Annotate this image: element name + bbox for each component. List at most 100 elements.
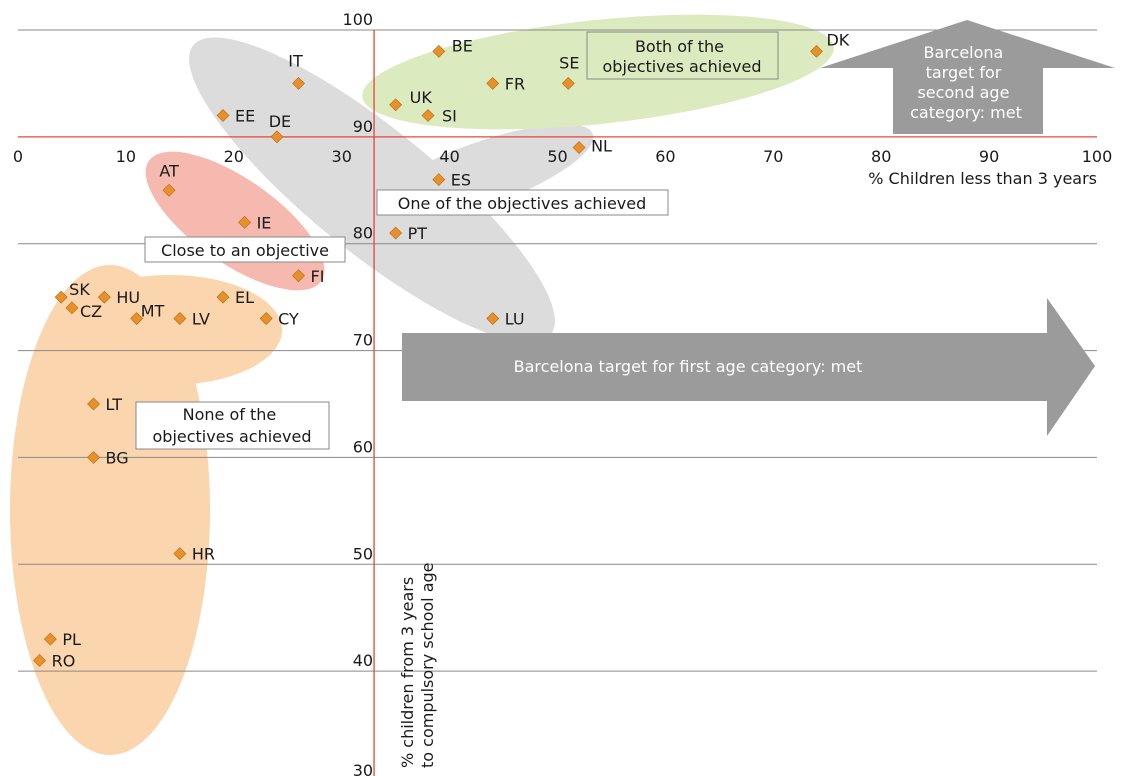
x-tick-60: 60 [655, 147, 675, 166]
point-nl [572, 141, 586, 154]
point-it [292, 77, 305, 90]
point-label-el: EL [235, 288, 254, 307]
box-none [135, 401, 330, 450]
point-label-lu: LU [505, 310, 525, 329]
point-ie [238, 215, 252, 229]
point-pl [43, 632, 57, 646]
x-tick-70: 70 [763, 147, 783, 166]
arrow-second-line-1: Barcelona [924, 43, 1004, 62]
point-cy [259, 312, 273, 325]
label-one: One of the objectives achieved [398, 194, 647, 213]
x-axis-title: % Children less than 3 years [868, 169, 1097, 188]
point-de [270, 130, 284, 144]
point-lt [87, 397, 100, 411]
point-lv [173, 312, 187, 325]
y-tick-50: 50 [353, 544, 373, 563]
point-label-sk: SK [69, 280, 90, 299]
x-tick-10: 10 [116, 147, 136, 166]
point-label-ie: IE [257, 213, 272, 232]
point-label-bg: BG [106, 448, 129, 467]
group-none-shape [10, 265, 210, 755]
arrow-second-line-3: second age [917, 83, 1009, 102]
y-tick-40: 40 [353, 651, 373, 670]
point-hr [173, 547, 187, 561]
point-ro [33, 654, 47, 667]
annotation-boxes: Both of the objectives achieved One of t… [135, 31, 779, 450]
arrow-second-age [820, 20, 1115, 134]
point-mt [130, 312, 144, 325]
label-none: None of the objectives achieved [153, 405, 312, 446]
point-es [432, 173, 446, 187]
y-tick-80: 80 [353, 224, 373, 243]
point-label-lt: LT [106, 395, 123, 414]
y-axis-title-line-1: % children from 3 years [398, 577, 417, 768]
box-one [376, 189, 669, 216]
point-label-pt: PT [408, 224, 428, 243]
x-tick-80: 80 [871, 147, 891, 166]
group-shapes [10, 14, 834, 755]
gridlines [18, 29, 1097, 672]
arrow-first-age [402, 298, 1095, 436]
y-tick-30: 30 [353, 761, 373, 776]
label-both: Both of the objectives achieved [603, 37, 762, 76]
point-ee [216, 109, 230, 122]
x-tick-40: 40 [439, 147, 459, 166]
point-si [421, 109, 435, 122]
x-tick-0: 0 [13, 147, 23, 166]
point-label-si: SI [442, 106, 457, 125]
x-tick-90: 90 [979, 147, 999, 166]
point-label-es: ES [451, 171, 471, 190]
x-tick-labels: 0 10 20 30 40 50 60 70 80 90 100 [13, 147, 1112, 166]
point-label-uk: UK [410, 88, 433, 107]
y-tick-70: 70 [353, 331, 373, 350]
svg-text:% children from 3 yearsto comp: % children from 3 yearsto compulsory sch… [398, 562, 437, 768]
point-label-nl: NL [591, 137, 612, 156]
point-uk [389, 98, 403, 112]
x-tick-100: 100 [1082, 147, 1113, 166]
box-both [586, 31, 779, 80]
label-close: Close to an objective [161, 241, 329, 260]
group-both-shape [362, 14, 834, 130]
point-label-cz: CZ [80, 302, 102, 321]
point-dk [810, 44, 823, 58]
label-none-line-1: None of the [183, 405, 277, 424]
point-label-be: BE [452, 36, 473, 55]
group-none-shape-upper [58, 275, 282, 385]
arrow-second-line-2: target for [926, 63, 1002, 82]
point-label-de: DE [269, 112, 291, 131]
point-pt [389, 226, 403, 240]
y-axis-title-line-2: to compulsory school age [418, 562, 437, 768]
point-hu [97, 290, 111, 304]
point-label-ee: EE [235, 106, 255, 125]
x-tick-20: 20 [224, 147, 244, 166]
point-label-lv: LV [192, 310, 210, 329]
data-points: DK BE SE FR IT UK SI EE DE NL ES AT IE PT FI SK HU EL CZ MT… [33, 30, 850, 670]
point-be [432, 44, 446, 58]
point-fr [486, 77, 500, 90]
point-se [561, 77, 575, 90]
point-label-hr: HR [192, 545, 215, 564]
arrows: Barcelona target for first age category:… [402, 20, 1115, 436]
point-el [216, 290, 230, 304]
y-tick-labels: 30 40 50 60 70 80 90 100 [343, 10, 374, 776]
point-cz [65, 301, 79, 315]
point-label-dk: DK [826, 30, 849, 49]
x-tick-30: 30 [332, 147, 352, 166]
x-tick-50: 50 [547, 147, 567, 166]
point-label-hu: HU [116, 288, 140, 307]
point-label-mt: MT [141, 302, 165, 321]
reference-axes [18, 30, 1097, 776]
y-tick-100: 100 [343, 10, 374, 29]
arrow-second-line-4: category: met [910, 103, 1022, 122]
group-one-shape [189, 37, 555, 343]
box-close [144, 236, 346, 263]
arrow-first-age-label: Barcelona target for first age category:… [514, 357, 863, 376]
point-label-fr: FR [505, 74, 525, 93]
point-sk [54, 290, 68, 304]
y-tick-90: 90 [353, 117, 373, 136]
label-both-line-2: objectives achieved [603, 57, 762, 76]
y-axis-title: % children from 3 yearsto compulsory sch… [398, 562, 437, 768]
arrow-second-age-label: Barcelona target for second age category… [910, 43, 1022, 122]
point-label-ro: RO [52, 651, 76, 670]
